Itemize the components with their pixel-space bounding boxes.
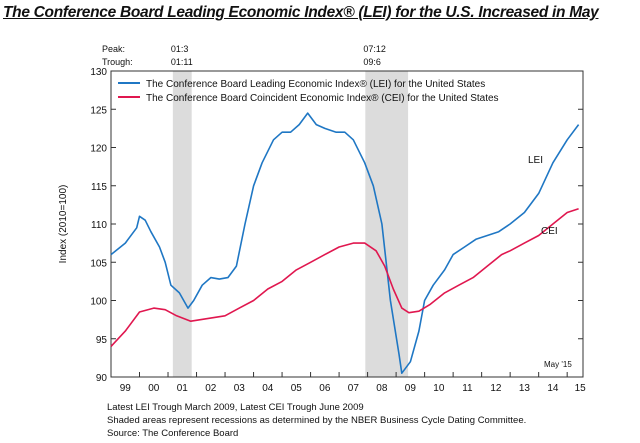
- x-tick-label: 15: [575, 383, 587, 394]
- legend-label-cei: The Conference Board Coincident Economic…: [146, 93, 499, 104]
- recession-peak-label: 01:3: [171, 44, 189, 54]
- y-tick-label: 115: [91, 182, 107, 193]
- x-tick-label: 06: [319, 383, 331, 394]
- series-label-cei: CEI: [541, 226, 558, 237]
- y-tick-label: 110: [91, 220, 107, 231]
- x-tick-label: 00: [148, 383, 160, 394]
- title-text: The Conference Board Leading Economic In…: [3, 4, 599, 21]
- x-tick-label: 04: [262, 383, 274, 394]
- x-tick-label: 10: [433, 383, 445, 394]
- y-tick-label: 120: [90, 144, 107, 155]
- series-line-cei: [110, 207, 579, 347]
- x-tick-label: 07: [348, 383, 360, 394]
- series-label-lei: LEI: [528, 155, 543, 166]
- x-tick-label: 03: [234, 383, 246, 394]
- note-source: Source: The Conference Board: [107, 428, 239, 439]
- y-tick-label: 105: [90, 258, 107, 269]
- recession-band: [172, 71, 192, 377]
- y-tick-label: 100: [90, 297, 107, 308]
- x-tick-label: 05: [291, 383, 303, 394]
- y-axis-label: Index (2010=100): [58, 185, 69, 264]
- x-tick-label: 02: [205, 383, 217, 394]
- series-line-lei: [110, 112, 580, 374]
- legend-label-lei: The Conference Board Leading Economic In…: [146, 79, 485, 90]
- x-tick-label: 01: [177, 383, 189, 394]
- y-tick-label: 95: [96, 335, 108, 346]
- x-tick-label: 99: [120, 383, 132, 394]
- y-tick-label: 130: [90, 67, 107, 78]
- note-shaded: Shaded areas represent recessions as det…: [107, 415, 527, 426]
- x-tick-label: 08: [376, 383, 388, 394]
- recession-peak-label: 07:12: [363, 44, 386, 54]
- recession-trough-label: 09:6: [363, 57, 381, 67]
- peak-label: Peak:: [102, 44, 125, 54]
- x-tick-label: 14: [547, 383, 559, 394]
- x-tick-label: 12: [490, 383, 502, 394]
- date-annotation: May '15: [544, 360, 572, 369]
- x-tick-label: 09: [405, 383, 417, 394]
- y-tick-label: 125: [90, 105, 107, 116]
- x-tick-label: 13: [519, 383, 531, 394]
- x-tick-label: 11: [462, 383, 473, 394]
- y-tick-label: 90: [96, 373, 108, 384]
- recession-trough-label: 01:11: [171, 57, 193, 67]
- recession-band: [365, 71, 409, 377]
- trough-label: Trough:: [102, 57, 133, 67]
- note-trough: Latest LEI Trough March 2009, Latest CEI…: [107, 402, 364, 413]
- page-title: The Conference Board Leading Economic In…: [3, 3, 637, 22]
